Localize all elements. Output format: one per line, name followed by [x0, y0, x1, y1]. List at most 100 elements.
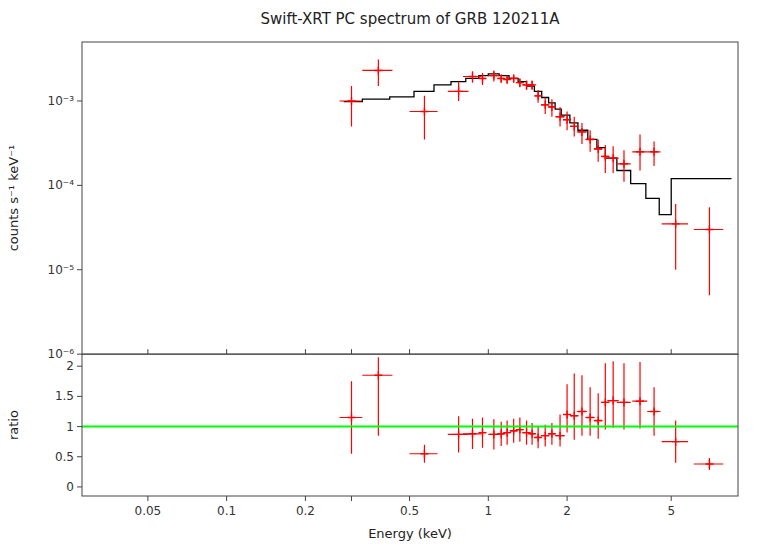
- data-point: [510, 74, 518, 82]
- reference-line: [82, 426, 738, 428]
- tick-label: 2: [563, 504, 571, 518]
- tick-label: 0.2: [296, 504, 315, 518]
- error-bar: [605, 363, 606, 429]
- data-point: [563, 410, 571, 418]
- tick-mark: [77, 366, 82, 367]
- error-bar: [639, 362, 640, 428]
- tick-mark: [488, 496, 489, 501]
- error-bar: [675, 204, 676, 270]
- data-point: [490, 72, 498, 80]
- tick-mark: [77, 100, 82, 101]
- data-point: [497, 74, 505, 82]
- tick-label: 5: [667, 504, 675, 518]
- data-point: [347, 414, 355, 422]
- error-bar: [709, 207, 710, 295]
- data-point: [586, 414, 594, 422]
- data-point: [650, 148, 658, 156]
- tick-label: 2: [66, 359, 74, 373]
- plot-frame: [82, 42, 738, 354]
- data-point: [420, 108, 428, 116]
- tick-mark: [147, 349, 148, 354]
- tick-mark: [226, 349, 227, 354]
- data-point: [497, 430, 505, 438]
- data-point: [503, 429, 511, 437]
- axis-label: counts s⁻¹ keV⁻¹: [6, 145, 21, 252]
- data-point: [570, 122, 578, 130]
- data-point: [705, 460, 713, 468]
- data-point: [548, 103, 556, 111]
- tick-label: 10⁻⁵: [48, 263, 75, 277]
- tick-label: 0.5: [400, 504, 419, 518]
- tick-mark: [409, 496, 410, 501]
- error-bar: [613, 361, 614, 427]
- data-point: [478, 74, 486, 82]
- data-point: [672, 220, 680, 228]
- error-bar: [378, 357, 379, 435]
- error-bar: [566, 384, 567, 432]
- data-point: [609, 397, 617, 405]
- tick-mark: [488, 349, 489, 354]
- error-bar: [424, 96, 425, 140]
- data-point: [503, 75, 511, 83]
- data-point: [586, 135, 594, 143]
- error-bar: [598, 393, 599, 438]
- tick-label: 1: [66, 420, 74, 434]
- data-point: [601, 152, 609, 160]
- data-point: [347, 97, 355, 105]
- data-point: [528, 81, 536, 89]
- data-point: [420, 450, 428, 458]
- tick-mark: [77, 269, 82, 270]
- data-point: [578, 407, 586, 415]
- tick-mark: [77, 354, 82, 355]
- axis-label: ratio: [6, 410, 21, 440]
- data-point: [601, 398, 609, 406]
- data-point: [548, 430, 556, 438]
- tick-label: 10⁻⁴: [48, 178, 75, 192]
- data-point: [705, 225, 713, 233]
- tick-mark: [77, 426, 82, 427]
- tick-mark: [671, 496, 672, 501]
- data-point: [672, 438, 680, 446]
- tick-mark: [567, 496, 568, 501]
- tick-mark: [305, 349, 306, 354]
- data-point: [636, 397, 644, 405]
- model-line: [344, 74, 732, 215]
- data-point: [478, 429, 486, 437]
- data-point: [594, 417, 602, 425]
- data-point: [490, 430, 498, 438]
- error-bar: [574, 373, 575, 439]
- tick-label: 10⁻³: [48, 94, 75, 108]
- plot-area: [340, 60, 732, 296]
- tick-mark: [351, 496, 352, 501]
- data-point: [620, 160, 628, 168]
- data-point: [570, 412, 578, 420]
- tick-label: 1.5: [55, 389, 74, 403]
- error-bar: [351, 86, 352, 126]
- tick-label: 0.05: [135, 504, 162, 518]
- data-point: [563, 116, 571, 124]
- data-point: [609, 154, 617, 162]
- data-point: [523, 429, 531, 437]
- data-point: [650, 407, 658, 415]
- chart: Swift-XRT PC spectrum of GRB 120211A coun…: [0, 0, 758, 556]
- title: Swift-XRT PC spectrum of GRB 120211A: [261, 10, 561, 28]
- tick-label: 0.5: [55, 450, 74, 464]
- data-point: [528, 430, 536, 438]
- tick-label: 0.1: [217, 504, 236, 518]
- tick-mark: [77, 486, 82, 487]
- data-point: [578, 128, 586, 136]
- tick-mark: [351, 349, 352, 354]
- data-point: [374, 371, 382, 379]
- plot-frame: [82, 354, 738, 496]
- data-point: [510, 427, 518, 435]
- tick-mark: [147, 496, 148, 501]
- data-point: [636, 148, 644, 156]
- tick-mark: [77, 185, 82, 186]
- tick-mark: [409, 349, 410, 354]
- data-point: [455, 430, 463, 438]
- tick-label: 1: [484, 504, 492, 518]
- data-point: [534, 92, 542, 100]
- data-point: [534, 433, 542, 441]
- data-point: [541, 432, 549, 440]
- tick-mark: [77, 396, 82, 397]
